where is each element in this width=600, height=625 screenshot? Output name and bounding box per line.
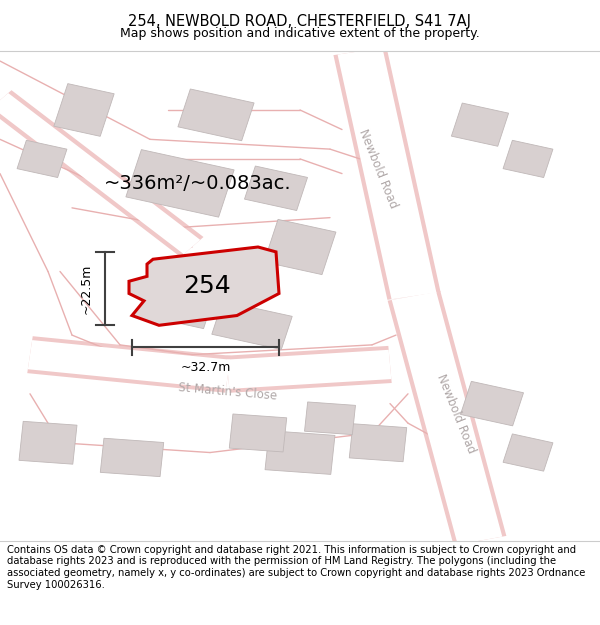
Text: ~336m²/~0.083ac.: ~336m²/~0.083ac.	[104, 174, 292, 193]
Polygon shape	[265, 431, 335, 474]
Polygon shape	[503, 140, 553, 177]
Polygon shape	[460, 381, 524, 426]
Polygon shape	[19, 421, 77, 464]
Polygon shape	[17, 140, 67, 177]
Polygon shape	[0, 90, 203, 257]
Polygon shape	[334, 48, 440, 300]
Polygon shape	[264, 219, 336, 274]
Polygon shape	[227, 350, 391, 389]
Polygon shape	[126, 149, 234, 217]
Text: Contains OS data © Crown copyright and database right 2021. This information is : Contains OS data © Crown copyright and d…	[7, 545, 586, 589]
Polygon shape	[226, 346, 392, 392]
Text: 254, NEWBOLD ROAD, CHESTERFIELD, S41 7AJ: 254, NEWBOLD ROAD, CHESTERFIELD, S41 7AJ	[128, 14, 472, 29]
Text: Newbold Road: Newbold Road	[356, 127, 400, 210]
Polygon shape	[451, 103, 509, 146]
Polygon shape	[100, 438, 164, 477]
Polygon shape	[0, 93, 200, 254]
Polygon shape	[392, 292, 502, 544]
Text: 254: 254	[183, 274, 231, 298]
Polygon shape	[338, 48, 436, 299]
Polygon shape	[229, 414, 287, 452]
Polygon shape	[212, 301, 292, 349]
Polygon shape	[178, 89, 254, 141]
Polygon shape	[146, 283, 214, 329]
Polygon shape	[349, 424, 407, 462]
Text: Map shows position and indicative extent of the property.: Map shows position and indicative extent…	[120, 27, 480, 40]
Polygon shape	[503, 434, 553, 471]
Polygon shape	[244, 166, 308, 211]
Polygon shape	[388, 291, 506, 546]
Polygon shape	[54, 84, 114, 136]
Polygon shape	[27, 336, 231, 392]
Text: Newbold Road: Newbold Road	[434, 372, 478, 455]
Text: ~22.5m: ~22.5m	[80, 263, 93, 314]
Text: ~32.7m: ~32.7m	[181, 361, 230, 374]
Polygon shape	[28, 340, 230, 389]
Polygon shape	[305, 402, 355, 434]
Text: St Martin's Close: St Martin's Close	[178, 381, 278, 402]
Polygon shape	[129, 247, 279, 325]
